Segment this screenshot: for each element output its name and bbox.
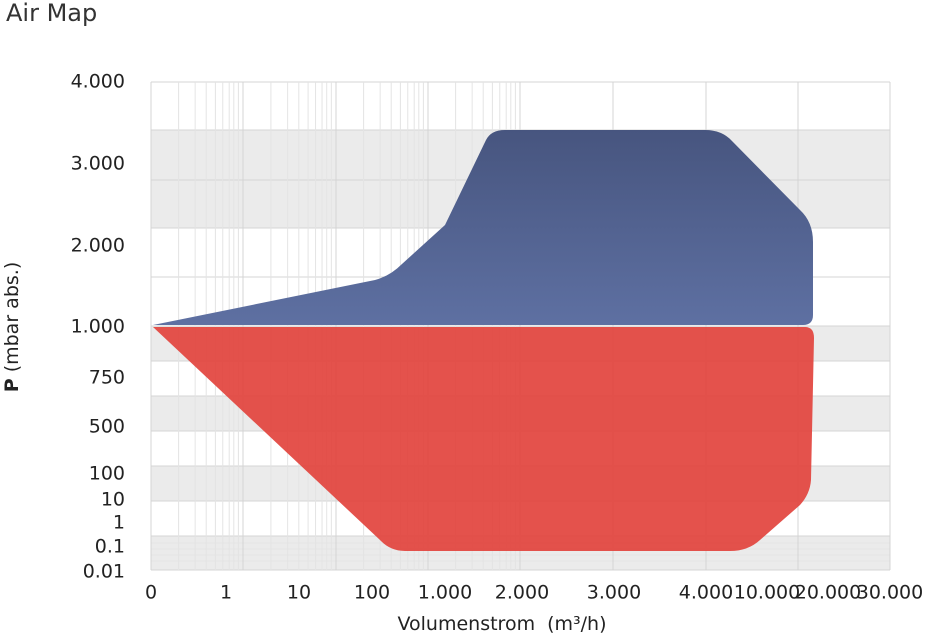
x-tick-label: 3.000	[587, 582, 641, 604]
x-axis-label: Volumenstrom (m³/h)	[398, 613, 607, 634]
x-tick-label: 1	[220, 582, 232, 604]
y-tick-label: 0.1	[95, 536, 125, 558]
x-axis-unit: (m³/h)	[547, 613, 606, 634]
chart-title: Air Map	[6, 0, 97, 27]
y-tick-label: 3.000	[71, 153, 125, 175]
x-tick-label: 100	[354, 582, 390, 604]
y-axis-unit: (mbar abs.)	[1, 262, 23, 373]
x-tick-label: 1.000	[418, 582, 472, 604]
y-tick-label: 100	[89, 463, 125, 485]
y-tick-label: 500	[89, 416, 125, 438]
y-tick-label: 2.000	[71, 235, 125, 257]
pressure-range	[153, 130, 813, 325]
y-tick-label: 1	[113, 512, 125, 534]
y-tick-label: 0.01	[83, 561, 125, 583]
x-tick-label: 2.000	[495, 582, 549, 604]
y-axis-label: P (mbar abs.)	[1, 262, 23, 392]
y-tick-label: 4.000	[71, 71, 125, 93]
x-tick-label: 4.000	[679, 582, 733, 604]
y-axis-title: P	[1, 378, 23, 392]
y-tick-label: 10	[101, 489, 125, 511]
vacuum-range	[153, 327, 814, 551]
x-axis-title: Volumenstrom	[398, 613, 536, 634]
x-tick-label: 10	[287, 582, 311, 604]
x-tick-label: 10.000	[734, 582, 800, 604]
x-tick-label: 0	[145, 582, 157, 604]
y-tick-label: 1.000	[71, 316, 125, 338]
x-tick-label: 20.000	[795, 582, 861, 604]
y-tick-label: 750	[89, 367, 125, 389]
x-tick-label: 30.000	[857, 582, 923, 604]
